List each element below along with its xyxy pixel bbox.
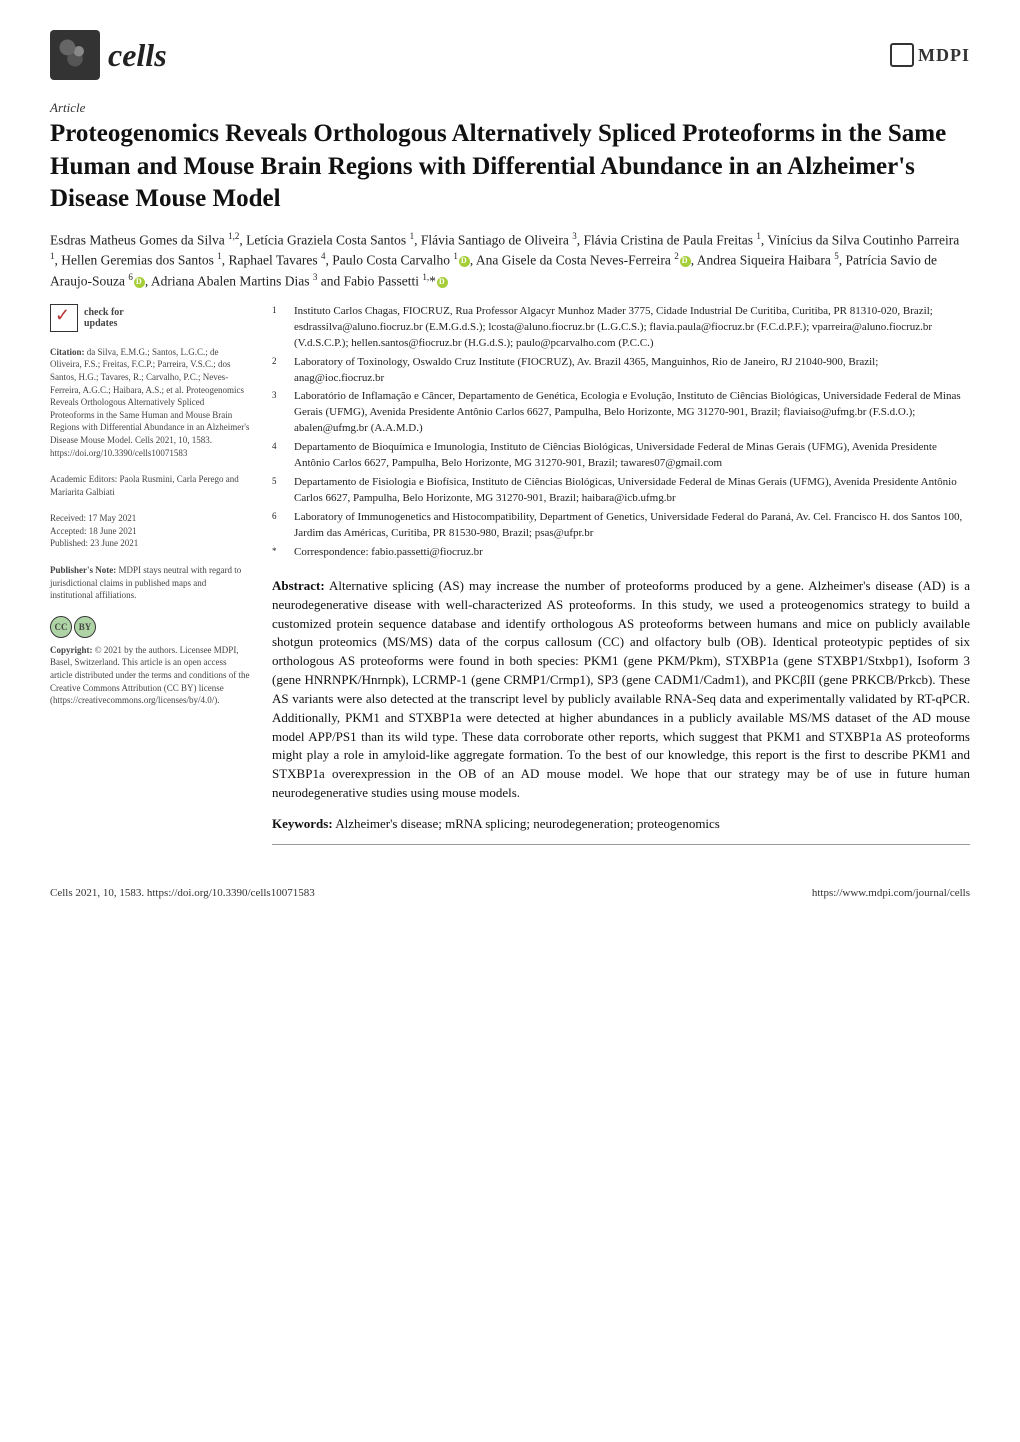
- affiliation-item: * Correspondence: fabio.passetti@fiocruz.…: [272, 545, 970, 561]
- affiliation-text: Laboratório de Inflamação e Câncer, Depa…: [294, 389, 970, 437]
- affiliation-item: 1Instituto Carlos Chagas, FIOCRUZ, Rua P…: [272, 304, 970, 352]
- header-row: cells MDPI: [50, 30, 970, 80]
- copyright-label: Copyright:: [50, 645, 93, 655]
- check-label-bottom: updates: [84, 318, 117, 329]
- orcid-icon: [134, 277, 145, 288]
- affiliation-number: 6: [272, 510, 284, 542]
- affiliation-text: Instituto Carlos Chagas, FIOCRUZ, Rua Pr…: [294, 304, 970, 352]
- by-icon: BY: [74, 616, 96, 638]
- mdpi-icon: [890, 43, 914, 67]
- abstract-label: Abstract:: [272, 578, 325, 593]
- sidebar: check for updates Citation: da Silva, E.…: [50, 304, 250, 851]
- editors-block: Academic Editors: Paola Rusmini, Carla P…: [50, 473, 250, 498]
- affiliation-text: Laboratory of Toxinology, Oswaldo Cruz I…: [294, 355, 970, 387]
- affiliation-number: 1: [272, 304, 284, 352]
- citation-text: da Silva, E.M.G.; Santos, L.G.C.; de Oli…: [50, 347, 249, 458]
- keywords-separator: [272, 844, 970, 845]
- article-type: Article: [50, 100, 970, 116]
- citation-label: Citation:: [50, 347, 85, 357]
- date-published: Published: 23 June 2021: [50, 537, 250, 550]
- journal-logo-icon: [50, 30, 100, 80]
- article-title: Proteogenomics Reveals Orthologous Alter…: [50, 118, 970, 216]
- affiliation-number: 4: [272, 440, 284, 472]
- abstract: Abstract: Alternative splicing (AS) may …: [272, 577, 970, 803]
- affiliation-number: 3: [272, 389, 284, 437]
- affiliation-text: Departamento de Bioquímica e Imunologia,…: [294, 440, 970, 472]
- check-updates-badge[interactable]: check for updates: [50, 304, 250, 332]
- date-received: Received: 17 May 2021: [50, 512, 250, 525]
- affiliation-item: 2 Laboratory of Toxinology, Oswaldo Cruz …: [272, 355, 970, 387]
- author-list: Esdras Matheus Gomes da Silva 1,2, Letíc…: [50, 230, 970, 292]
- affiliation-item: 5 Departamento de Fisiologia e Biofísica,…: [272, 475, 970, 507]
- pubnote-label: Publisher's Note:: [50, 565, 116, 575]
- citation-block: Citation: da Silva, E.M.G.; Santos, L.G.…: [50, 346, 250, 459]
- main-column: 1Instituto Carlos Chagas, FIOCRUZ, Rua P…: [272, 304, 970, 851]
- cc-icon: CC: [50, 616, 72, 638]
- publisher-logo: MDPI: [890, 43, 970, 67]
- affiliation-text: Correspondence: fabio.passetti@fiocruz.b…: [294, 545, 970, 561]
- editors-label: Academic Editors:: [50, 474, 119, 484]
- affiliation-item: 4 Departamento de Bioquímica e Imunologia…: [272, 440, 970, 472]
- affiliation-number: 5: [272, 475, 284, 507]
- cc-badge: CC BY: [50, 616, 250, 638]
- footer-right: https://www.mdpi.com/journal/cells: [812, 887, 970, 899]
- publisher-note-block: Publisher's Note: MDPI stays neutral wit…: [50, 564, 250, 602]
- check-label-top: check for: [84, 307, 124, 318]
- check-updates-label: check for updates: [84, 307, 124, 329]
- journal-block: cells: [50, 30, 167, 80]
- journal-name: cells: [108, 37, 167, 74]
- publisher-name: MDPI: [918, 45, 970, 66]
- check-icon: [50, 304, 78, 332]
- keywords: Keywords: Alzheimer's disease; mRNA spli…: [272, 815, 970, 834]
- affiliation-list: 1Instituto Carlos Chagas, FIOCRUZ, Rua P…: [272, 304, 970, 561]
- orcid-icon: [459, 256, 470, 267]
- abstract-text: Alternative splicing (AS) may increase t…: [272, 578, 970, 800]
- keywords-label: Keywords:: [272, 816, 333, 831]
- affiliation-item: 3Laboratório de Inflamação e Câncer, Dep…: [272, 389, 970, 437]
- copyright-block: Copyright: © 2021 by the authors. Licens…: [50, 644, 250, 707]
- page-footer: Cells 2021, 10, 1583. https://doi.org/10…: [50, 881, 970, 899]
- keywords-text: Alzheimer's disease; mRNA splicing; neur…: [333, 816, 720, 831]
- affiliation-number: 2: [272, 355, 284, 387]
- date-accepted: Accepted: 18 June 2021: [50, 525, 250, 538]
- affiliation-text: Laboratory of Immunogenetics and Histoco…: [294, 510, 970, 542]
- dates-block: Received: 17 May 2021 Accepted: 18 June …: [50, 512, 250, 550]
- orcid-icon: [680, 256, 691, 267]
- affiliation-text: Departamento de Fisiologia e Biofísica, …: [294, 475, 970, 507]
- orcid-icon: [437, 277, 448, 288]
- affiliation-number: *: [272, 545, 284, 561]
- footer-left: Cells 2021, 10, 1583. https://doi.org/10…: [50, 887, 315, 899]
- affiliation-item: 6 Laboratory of Immunogenetics and Histoc…: [272, 510, 970, 542]
